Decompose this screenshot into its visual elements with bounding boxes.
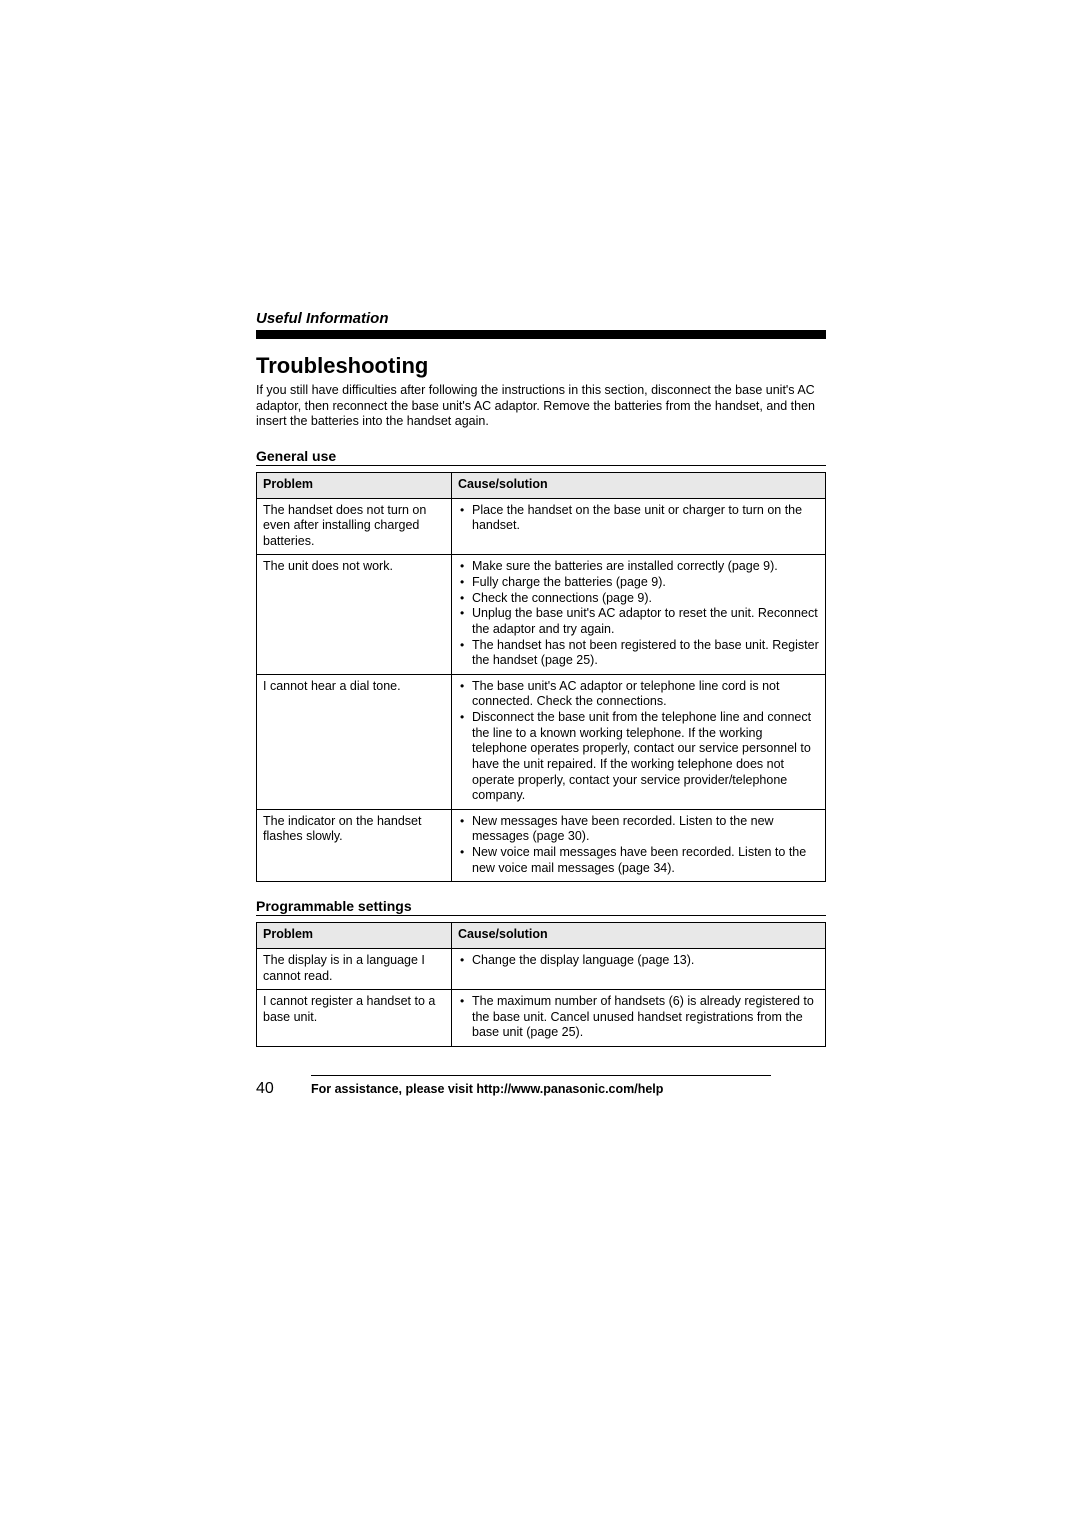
subheading-rule [256,465,826,466]
problem-cell: I cannot register a handset to a base un… [257,990,452,1047]
footer-assist-text: For assistance, please visit http://www.… [311,1082,663,1096]
general-use-table: Problem Cause/solution The handset does … [256,472,826,882]
intro-paragraph: If you still have difficulties after fol… [256,383,826,430]
solution-item: Fully charge the batteries (page 9). [458,575,819,591]
solution-cell: The base unit's AC adaptor or telephone … [452,674,826,809]
solution-item: Place the handset on the base unit or ch… [458,503,819,534]
page-footer: 40 For assistance, please visit http://w… [256,1075,826,1098]
col-solution: Cause/solution [452,472,826,498]
programmable-settings-table: Problem Cause/solution The display is in… [256,922,826,1047]
col-problem: Problem [257,923,452,949]
programmable-settings-heading: Programmable settings [256,898,826,914]
col-solution: Cause/solution [452,923,826,949]
solution-item: New messages have been recorded. Listen … [458,814,819,845]
table-row: The unit does not work. Make sure the ba… [257,555,826,674]
solution-cell: Change the display language (page 13). [452,948,826,989]
solution-cell: The maximum number of handsets (6) is al… [452,990,826,1047]
problem-cell: The display is in a language I cannot re… [257,948,452,989]
general-use-heading: General use [256,448,826,464]
table-row: I cannot register a handset to a base un… [257,990,826,1047]
solution-cell: Place the handset on the base unit or ch… [452,498,826,555]
solution-cell: New messages have been recorded. Listen … [452,809,826,882]
solution-cell: Make sure the batteries are installed co… [452,555,826,674]
section-label: Useful Information [256,310,826,327]
solution-item: Change the display language (page 13). [458,953,819,969]
solution-item: The handset has not been registered to t… [458,638,819,669]
problem-cell: I cannot hear a dial tone. [257,674,452,809]
problem-cell: The handset does not turn on even after … [257,498,452,555]
solution-item: Make sure the batteries are installed co… [458,559,819,575]
problem-cell: The unit does not work. [257,555,452,674]
table-row: The handset does not turn on even after … [257,498,826,555]
solution-item: Check the connections (page 9). [458,591,819,607]
solution-item: New voice mail messages have been record… [458,845,819,876]
table-row: The indicator on the handset flashes slo… [257,809,826,882]
page-content: Useful Information Troubleshooting If yo… [256,310,826,1063]
solution-item: The maximum number of handsets (6) is al… [458,994,819,1041]
table-row: The display is in a language I cannot re… [257,948,826,989]
solution-item: Disconnect the base unit from the teleph… [458,710,819,804]
solution-item: The base unit's AC adaptor or telephone … [458,679,819,710]
footer-rule [311,1075,771,1076]
table-header-row: Problem Cause/solution [257,923,826,949]
page-title: Troubleshooting [256,353,826,379]
subheading-rule [256,915,826,916]
table-row: I cannot hear a dial tone. The base unit… [257,674,826,809]
page-number: 40 [256,1080,311,1098]
solution-item: Unplug the base unit's AC adaptor to res… [458,606,819,637]
table-header-row: Problem Cause/solution [257,472,826,498]
problem-cell: The indicator on the handset flashes slo… [257,809,452,882]
col-problem: Problem [257,472,452,498]
header-rule [256,330,826,339]
